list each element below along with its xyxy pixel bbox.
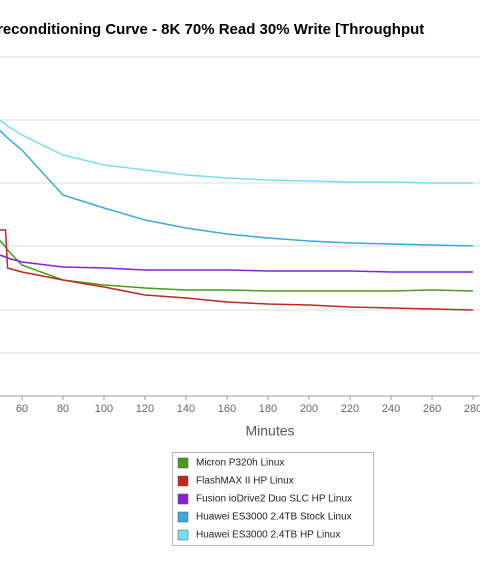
x-tick-label: 160 xyxy=(218,403,236,415)
x-tick-label: 140 xyxy=(177,403,195,415)
legend-swatch xyxy=(177,493,189,505)
x-tick-label: 200 xyxy=(300,403,318,415)
legend xyxy=(172,452,374,546)
x-tick-label: 220 xyxy=(341,403,359,415)
legend-swatch xyxy=(177,475,189,487)
x-tick-label: 80 xyxy=(57,403,69,415)
series-line xyxy=(0,254,473,273)
series-line xyxy=(0,229,474,311)
legend-swatch xyxy=(177,457,189,469)
x-tick-label: 120 xyxy=(136,403,154,415)
legend-swatch xyxy=(177,511,189,523)
series-line xyxy=(0,119,473,184)
legend-label: Micron P320h Linux xyxy=(196,458,284,469)
legend-label: FlashMAX II HP Linux xyxy=(196,476,294,487)
x-tick-label: 260 xyxy=(423,403,441,415)
x-tick-label: 280 xyxy=(464,403,480,415)
series-line xyxy=(0,239,474,292)
x-tick-label: 100 xyxy=(95,403,113,415)
x-axis-title: Minutes xyxy=(245,423,294,439)
legend-label: Fusion ioDrive2 Duo SLC HP Linux xyxy=(196,494,352,505)
x-tick-label: 60 xyxy=(16,403,28,415)
series-line xyxy=(0,129,474,247)
legend-label: Huawei ES3000 2.4TB Stock Linux xyxy=(196,512,352,523)
chart-title: reconditioning Curve - 8K 70% Read 30% W… xyxy=(0,21,424,38)
legend-swatch xyxy=(177,529,189,541)
x-tick-label: 240 xyxy=(382,403,400,415)
x-tick-label: 180 xyxy=(259,403,277,415)
legend-label: Huawei ES3000 2.4TB HP Linux xyxy=(196,530,340,541)
